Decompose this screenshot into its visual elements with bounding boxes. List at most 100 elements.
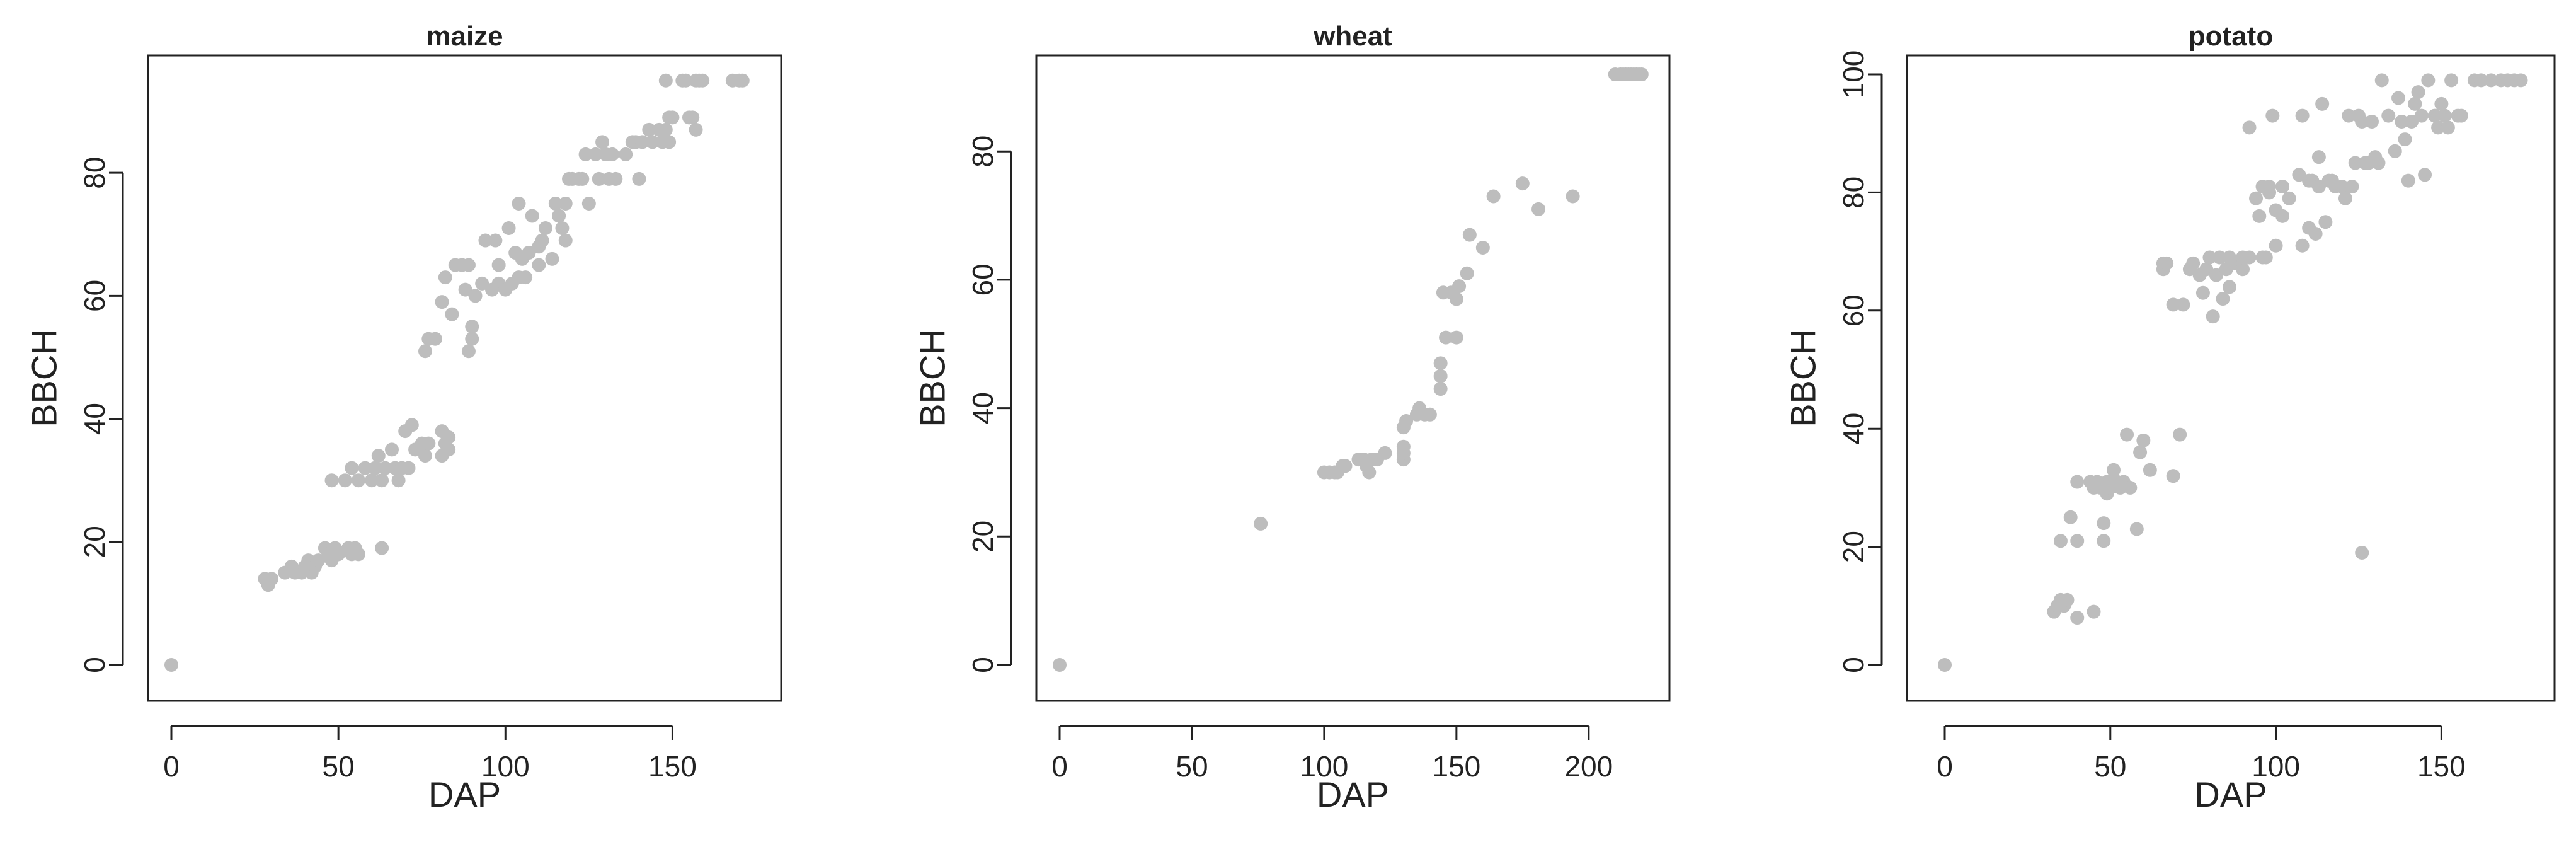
data-point [1452,279,1467,294]
data-point [1634,67,1649,81]
data-point [1433,382,1448,396]
y-tick-label: 40 [1837,413,1870,445]
data-point [2249,191,2264,205]
data-point [501,221,516,236]
x-tick-label: 0 [1937,750,1953,783]
data-point [2398,132,2412,147]
data-point [558,233,573,248]
data-point [2176,297,2190,312]
data-point [2120,427,2134,442]
x-tick-label: 150 [648,750,697,783]
data-point [619,147,633,161]
data-point [1449,292,1463,306]
data-point [2258,250,2273,265]
data-point [1053,658,1067,672]
data-point [164,658,178,672]
data-point [438,270,452,285]
data-point [2318,215,2333,229]
data-point [338,473,352,488]
data-point [2444,73,2459,88]
data-point [331,547,346,562]
data-point [2216,292,2230,306]
data-point [401,461,416,475]
data-point [2295,238,2310,253]
data-point [458,282,472,297]
data-point [2282,191,2296,205]
data-point [2348,156,2362,170]
data-point [311,553,326,568]
y-tick-label: 80 [78,157,111,189]
data-point [1433,356,1448,371]
data-point [2355,545,2369,560]
x-tick-label: 0 [1051,750,1068,783]
y-tick-label: 80 [966,136,999,168]
data-point [522,246,536,260]
data-point [635,135,650,149]
x-tick-label: 100 [481,750,530,783]
y-tick-label: 0 [966,657,999,673]
data-point [2186,256,2201,270]
data-point [2474,73,2488,88]
data-point [581,196,596,211]
data-point [488,233,503,248]
data-point [2395,114,2409,129]
data-point [525,209,539,223]
data-point [2295,108,2310,123]
data-points [1938,73,2528,672]
data-point [1460,266,1474,280]
data-point [2262,180,2277,194]
x-tick-label: 50 [1176,750,1208,783]
data-point [2431,120,2446,135]
data-point [2063,510,2078,524]
data-point [351,547,365,562]
data-point [2236,262,2250,277]
data-point [465,320,479,334]
x-tick-label: 50 [323,750,355,783]
y-tick-label: 20 [1837,531,1870,563]
data-point [2427,108,2442,123]
data-point [595,135,610,149]
plot-frame [147,54,782,702]
data-point [696,73,710,88]
data-point [558,196,573,211]
data-point [548,196,563,211]
data-point [445,307,459,321]
data-point [575,171,590,186]
data-point [1475,240,1490,255]
y-tick-label: 40 [78,403,111,435]
data-point [1449,330,1463,345]
data-point [609,171,623,186]
data-point [404,418,419,432]
data-point [2408,96,2422,111]
x-tick-label: 0 [163,750,180,783]
y-tick-label: 60 [78,280,111,312]
data-point [375,473,389,488]
data-point [324,473,339,488]
data-point [2441,120,2455,135]
data-point [475,276,489,291]
data-point [2242,120,2257,135]
data-point [368,461,382,475]
x-tick-label: 150 [2417,750,2466,783]
data-point [435,295,449,309]
x-tick-label: 50 [2094,750,2126,783]
data-point [2421,73,2436,88]
data-point [2374,73,2389,88]
data-point [2381,108,2396,123]
y-axis-title: BBCH [25,329,64,427]
data-point [1938,658,1952,672]
data-point [461,344,476,359]
x-tick-label: 100 [1300,750,1349,783]
data-point [2107,463,2121,477]
data-point [371,449,386,463]
data-point [2401,173,2415,188]
data-point [2242,250,2257,265]
data-point [2053,534,2068,548]
data-point [2097,534,2111,548]
chart-panel-maize: maize 0 50 100 150 DAP 0 20 40 60 80 BBCH [25,21,782,814]
data-point [532,258,546,272]
x-axis-title: DAP [2194,775,2267,814]
data-point [1462,228,1477,242]
data-point [685,110,700,125]
